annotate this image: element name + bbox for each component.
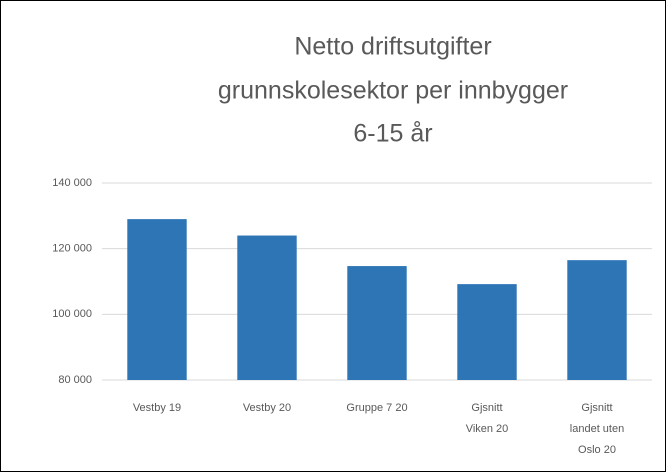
y-tick-label: 120 000 [52,243,92,255]
bar [457,284,517,380]
x-tick-label: Gjsnitt landet uten Oslo 20 [570,402,624,456]
x-tick-label: Gruppe 7 20 [346,402,407,414]
y-tick-label: 100 000 [52,308,92,320]
chart-title: Netto driftsutgifter [294,33,491,61]
x-tick-label: Vestby 19 [133,402,181,414]
bar [567,260,627,380]
bar [127,219,187,380]
chart-title: grunnskolesektor per innbygger [218,77,568,105]
bar [347,266,407,380]
x-tick-label: Gjsnitt Viken 20 [466,402,509,435]
bar [237,235,297,380]
x-tick-label: Vestby 20 [243,402,291,414]
y-tick-label: 140 000 [52,177,92,189]
chart-title: 6-15 år [353,120,432,148]
y-tick-label: 80 000 [58,374,92,386]
